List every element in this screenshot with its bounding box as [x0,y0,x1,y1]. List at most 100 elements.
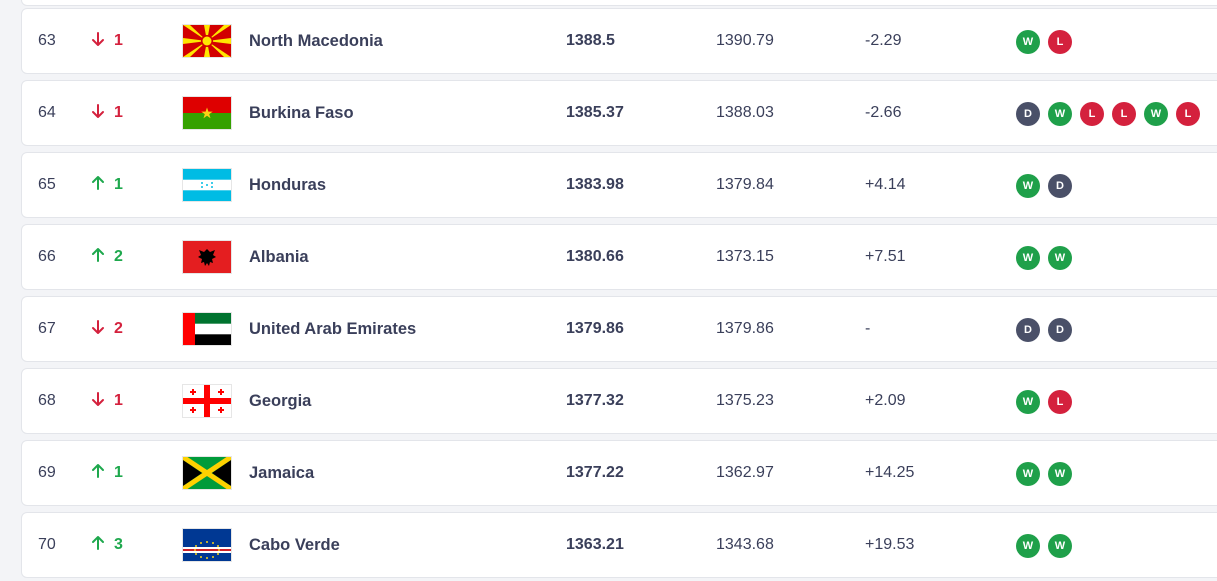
rank-change: 1 [90,153,123,217]
previous-points: 1379.84 [716,176,774,193]
result-badge: W [1048,534,1072,558]
total-points: 1385.37 [566,104,624,121]
uae-flag-icon [183,313,231,345]
burkina-faso-flag-icon [183,97,231,129]
total-points: 1377.32 [566,392,624,409]
result-badge: W [1016,174,1040,198]
rank-change: 1 [90,441,123,505]
total-points: 1388.5 [566,32,615,49]
points-difference: +7.51 [865,248,906,265]
team-name-link[interactable]: Jamaica [249,464,315,482]
arrow-up-icon [90,176,114,193]
result-badge: W [1048,102,1072,126]
jamaica-flag-icon [183,457,231,489]
cabo-verde-flag-icon [183,529,231,561]
points-difference: - [865,320,871,337]
rank-number: 68 [38,392,56,409]
team-name-link[interactable]: Burkina Faso [249,104,354,122]
previous-points: 1362.97 [716,464,774,481]
arrow-down-icon [90,320,114,337]
honduras-flag-icon [183,169,231,201]
arrow-up-icon [90,536,114,553]
georgia-flag-icon [183,385,231,417]
result-badge: W [1016,390,1040,414]
arrow-down-icon [90,392,114,409]
rank-number: 65 [38,176,56,193]
table-row[interactable]: 63 1 North Macedonia 1388.5 1390.79 -2.29 W L [21,8,1217,74]
previous-points: 1373.15 [716,248,774,265]
result-badge: L [1112,102,1136,126]
rank-change: 1 [90,81,123,145]
previous-row-edge [21,0,1217,6]
result-badge: W [1016,462,1040,486]
rank-change-value: 1 [114,464,123,481]
rank-change-value: 2 [114,248,123,265]
rank-number: 63 [38,32,56,49]
total-points: 1383.98 [566,176,624,193]
rank-change-value: 1 [114,176,123,193]
team-name-link[interactable]: Honduras [249,176,327,194]
points-difference: +14.25 [865,464,915,481]
result-badge: D [1048,174,1072,198]
table-row[interactable]: 67 2 United Arab Emirates 1379.86 1379.86 - D D [21,296,1217,362]
rank-change: 1 [90,369,123,433]
result-badge: W [1144,102,1168,126]
total-points: 1363.21 [566,536,624,553]
rank-change-value: 1 [114,32,123,49]
table-row[interactable]: 68 1 Georgia 1377.32 1375.23 +2.09 W L [21,368,1217,434]
table-row[interactable]: 70 3 Cabo Verde 1363.21 1343.68 +19.53 W W [21,512,1217,578]
total-points: 1379.86 [566,320,624,337]
team-name-link[interactable]: Albania [249,248,309,266]
result-badge: D [1016,102,1040,126]
points-difference: -2.66 [865,104,902,121]
previous-points: 1390.79 [716,32,774,49]
result-badge: L [1048,390,1072,414]
result-badge: W [1016,30,1040,54]
rank-change: 3 [90,513,123,577]
points-difference: +2.09 [865,392,906,409]
team-name-link[interactable]: North Macedonia [249,32,383,50]
team-name-link[interactable]: Cabo Verde [249,536,340,554]
previous-points: 1388.03 [716,104,774,121]
result-badge: D [1016,318,1040,342]
rank-number: 69 [38,464,56,481]
albania-flag-icon [183,241,231,273]
points-difference: +4.14 [865,176,906,193]
rank-change: 2 [90,225,123,289]
arrow-up-icon [90,464,114,481]
result-badge: L [1048,30,1072,54]
table-row[interactable]: 65 1 Honduras 1383.98 1379.84 +4.14 W D [21,152,1217,218]
north-macedonia-flag-icon [183,25,231,57]
arrow-down-icon [90,104,114,121]
rank-change: 2 [90,297,123,361]
rank-number: 64 [38,104,56,121]
team-name-link[interactable]: United Arab Emirates [249,320,417,338]
table-row[interactable]: 69 1 Jamaica 1377.22 1362.97 +14.25 W W [21,440,1217,506]
team-name-link[interactable]: Georgia [249,392,312,410]
result-badge: W [1016,534,1040,558]
result-badge: W [1048,246,1072,270]
total-points: 1377.22 [566,464,624,481]
rank-change-value: 2 [114,320,123,337]
previous-points: 1375.23 [716,392,774,409]
table-row[interactable]: 64 1 Burkina Faso 1385.37 1388.03 -2.66 D W L L W L [21,80,1217,146]
result-badge: W [1048,462,1072,486]
result-badge: D [1048,318,1072,342]
total-points: 1380.66 [566,248,624,265]
table-row[interactable]: 66 2 Albania 1380.66 1373.15 +7.51 W W [21,224,1217,290]
result-badge: W [1016,246,1040,270]
rank-number: 66 [38,248,56,265]
rank-change-value: 3 [114,536,123,553]
arrow-down-icon [90,32,114,49]
result-badge: L [1176,102,1200,126]
rank-number: 67 [38,320,56,337]
points-difference: -2.29 [865,32,902,49]
